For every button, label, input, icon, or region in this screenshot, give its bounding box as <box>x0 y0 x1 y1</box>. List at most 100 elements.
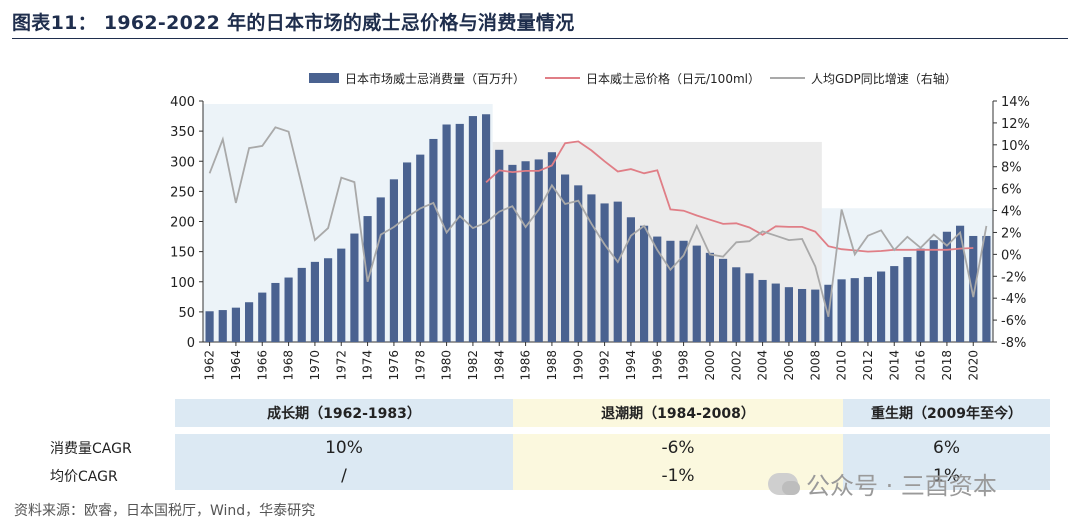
x-tick-label: 2012 <box>861 350 875 381</box>
consumption-bar <box>587 194 596 342</box>
volume-cagr-growth: 10% <box>175 434 513 462</box>
consumption-bar <box>666 240 675 342</box>
consumption-bar <box>863 276 872 342</box>
y-right-tick-label: -4% <box>1001 292 1026 307</box>
consumption-bar <box>640 225 649 342</box>
consumption-bar <box>771 283 780 342</box>
x-tick-label: 2014 <box>887 350 901 381</box>
x-tick-label: 1994 <box>624 350 638 381</box>
y-right-tick-label: 12% <box>1001 117 1030 132</box>
consumption-bar <box>350 233 359 342</box>
x-tick-label: 1972 <box>334 350 348 381</box>
consumption-bar <box>890 266 899 342</box>
consumption-bar <box>455 123 464 343</box>
y-left-tick-label: 300 <box>170 155 195 170</box>
x-tick-label: 1992 <box>598 350 612 381</box>
row-label-price-cagr: 均价CAGR <box>50 469 118 485</box>
y-left-tick-label: 400 <box>170 95 195 110</box>
watermark: 公众号 · 三酉资本 <box>768 466 997 501</box>
consumption-bar <box>798 288 807 342</box>
consumption-bar <box>613 201 622 342</box>
consumption-bar <box>521 161 530 342</box>
consumption-bar <box>837 279 846 342</box>
x-tick-label: 1996 <box>650 350 664 381</box>
y-right-tick-label: 10% <box>1001 139 1030 154</box>
phase-header-decline: 退潮期（1984-2008） <box>513 399 843 427</box>
y-right-tick-label: -6% <box>1001 314 1026 329</box>
consumption-bar <box>877 271 886 342</box>
x-tick-label: 1974 <box>361 350 375 381</box>
phase-header-revival: 重生期（2009年至今） <box>843 399 1050 427</box>
consumption-bar <box>850 278 859 342</box>
y-right-tick-label: -2% <box>1001 270 1026 285</box>
row-label-volume-cagr: 消费量CAGR <box>50 441 132 457</box>
consumption-bar <box>705 252 714 342</box>
x-tick-label: 2010 <box>835 350 849 381</box>
consumption-bar <box>574 185 583 342</box>
phase-header-growth: 成长期（1962-1983） <box>175 399 513 427</box>
consumption-bar <box>337 248 346 342</box>
consumption-bar <box>297 267 306 342</box>
consumption-bar <box>732 267 741 342</box>
x-tick-label: 2004 <box>756 350 770 381</box>
consumption-bar <box>956 225 965 342</box>
consumption-bar <box>745 273 754 342</box>
consumption-bar <box>245 302 254 342</box>
consumption-bar <box>495 149 504 342</box>
x-tick-label: 1986 <box>519 350 533 381</box>
consumption-bar <box>284 277 293 342</box>
consumption-bar <box>811 289 820 342</box>
volume-cagr-decline: -6% <box>513 434 843 462</box>
x-tick-label: 1980 <box>440 350 454 381</box>
legend-label-consumption: 日本市场威士忌消费量（百万升） <box>345 71 525 86</box>
consumption-bar <box>626 217 635 342</box>
x-tick-label: 2000 <box>703 350 717 381</box>
y-left-tick-label: 200 <box>170 216 195 231</box>
consumption-bar <box>389 179 398 342</box>
consumption-bar <box>561 174 570 342</box>
consumption-bar <box>534 159 543 342</box>
x-tick-label: 2020 <box>966 350 980 381</box>
price-line <box>485 140 974 253</box>
x-tick-label: 1998 <box>677 350 691 381</box>
source-note: 资料来源：欧睿，日本国税厅，Wind，华泰研究 <box>14 503 316 519</box>
consumption-bar <box>429 138 438 342</box>
combo-chart: 0 50 100 150 200 250 300 350 400 -8% -6% -4% -2% 0% 2%… <box>170 71 1030 381</box>
consumption-bar <box>600 203 609 342</box>
x-tick-label: 1984 <box>492 350 506 381</box>
title-divider <box>12 38 1068 39</box>
consumption-bar <box>679 240 688 342</box>
x-tick-label: 2016 <box>914 350 928 381</box>
y-left-tick-label: 0 <box>187 336 195 351</box>
gdp-growth-line <box>208 126 988 318</box>
consumption-bar <box>258 292 267 342</box>
consumption-bar <box>218 310 227 342</box>
chart-title: 图表11： 1962-2022 年的日本市场的威士忌价格与消费量情况 <box>12 12 575 34</box>
y-right-tick-label: -8% <box>1001 336 1026 351</box>
y-right-tick-label: 14% <box>1001 95 1030 110</box>
price-cagr-growth: / <box>175 462 513 490</box>
price-cagr-revival: 1% <box>843 462 1050 490</box>
consumption-bar <box>547 152 556 342</box>
x-tick-label: 1990 <box>571 350 585 381</box>
x-tick-label: 2006 <box>782 350 796 381</box>
consumption-bar <box>310 261 319 342</box>
y-left-tick-label: 350 <box>170 125 195 140</box>
x-tick-label: 2018 <box>940 350 954 381</box>
y-right-tick-label: 6% <box>1001 183 1022 198</box>
wechat-icon <box>768 472 800 495</box>
x-tick-label: 2002 <box>729 350 743 381</box>
consumption-bar <box>982 235 991 342</box>
consumption-bar <box>403 162 412 342</box>
consumption-bar <box>942 231 951 342</box>
consumption-bar <box>903 257 912 342</box>
x-tick-label: 1988 <box>545 350 559 381</box>
consumption-bar <box>416 154 425 342</box>
consumption-bar <box>231 307 240 342</box>
x-tick-label: 2008 <box>808 350 822 381</box>
x-tick-label: 1962 <box>203 350 217 381</box>
y-right-tick-label: 8% <box>1001 161 1022 176</box>
consumption-bar <box>271 282 280 342</box>
consumption-bar <box>929 240 938 342</box>
consumption-bar <box>784 287 793 342</box>
